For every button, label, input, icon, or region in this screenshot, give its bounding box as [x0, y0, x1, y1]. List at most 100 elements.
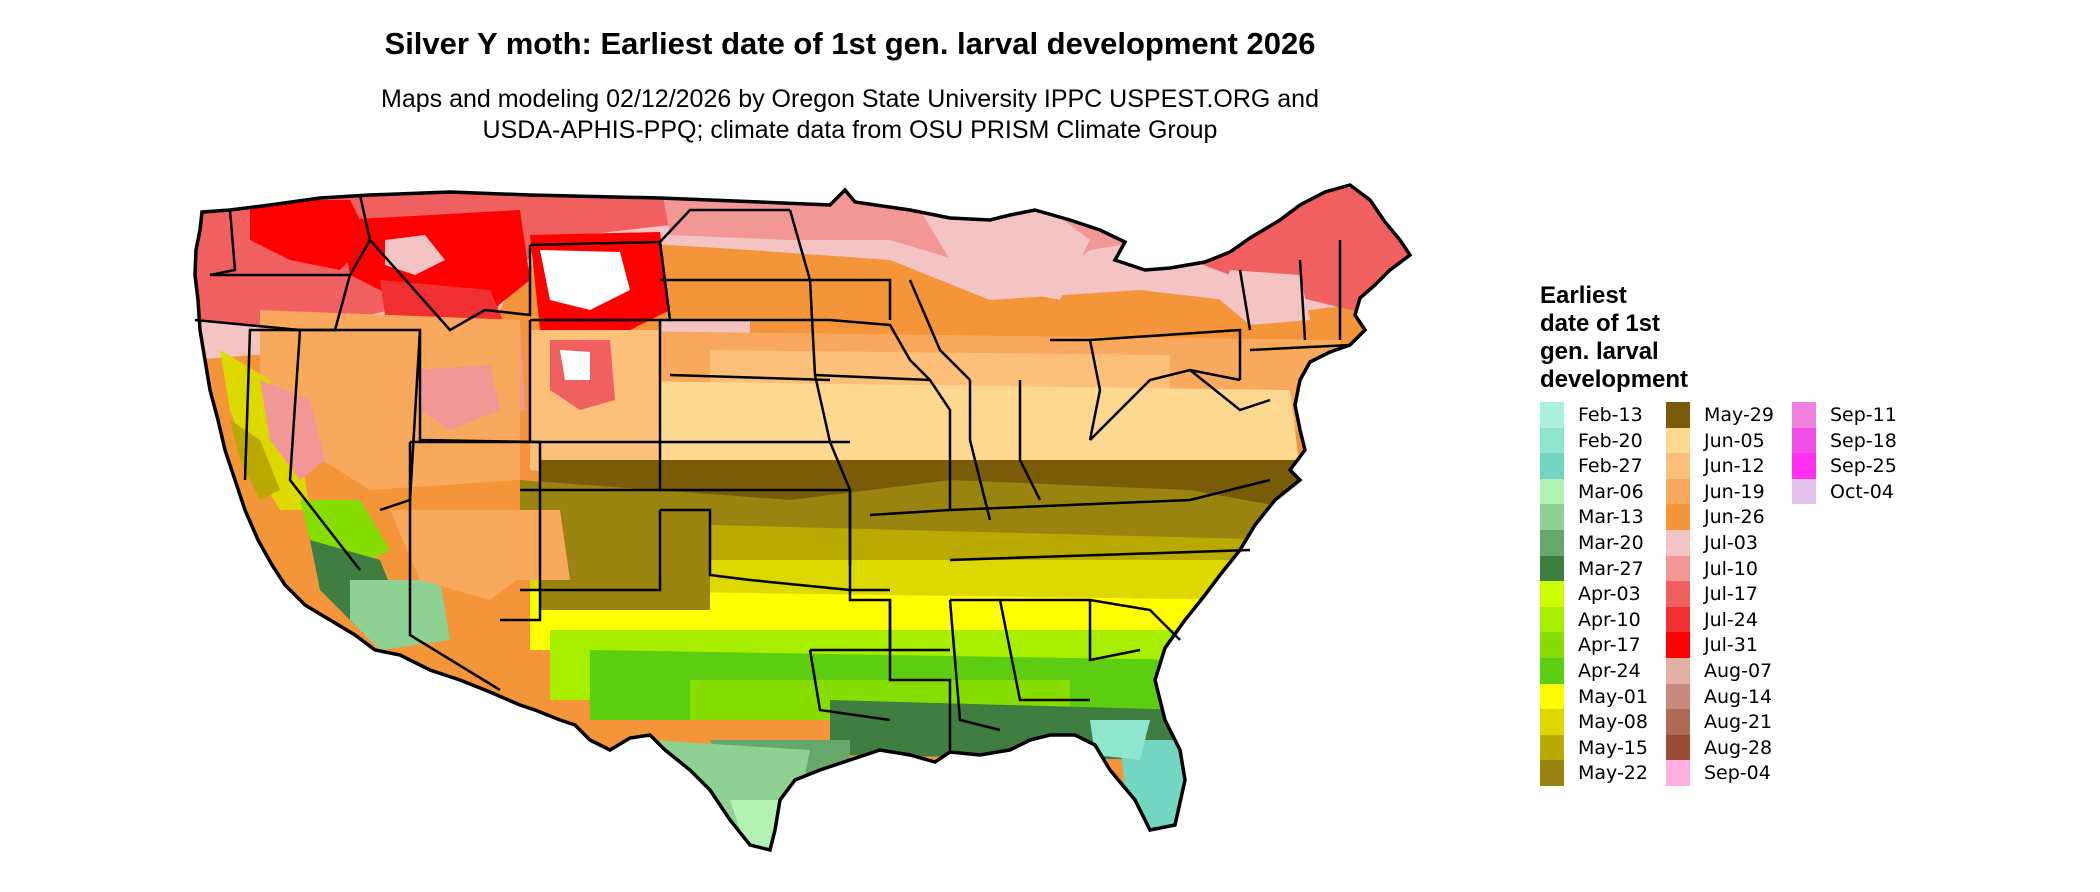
- legend-item: Mar-20: [1540, 529, 1666, 556]
- legend-swatch: [1792, 427, 1816, 454]
- legend-item: Sep-11: [1792, 402, 1918, 428]
- legend-swatch: [1666, 478, 1690, 505]
- legend-label: May-01: [1578, 685, 1648, 708]
- legend-item: Aug-21: [1666, 709, 1792, 735]
- legend-label: Sep-04: [1704, 762, 1771, 785]
- legend-swatch: [1540, 606, 1564, 633]
- legend-swatch: [1666, 453, 1690, 479]
- legend-label: May-08: [1578, 711, 1648, 734]
- legend-swatch: [1666, 606, 1690, 633]
- map-title: Silver Y moth: Earliest date of 1st gen.…: [384, 26, 1316, 61]
- legend-swatch: [1540, 504, 1564, 530]
- legend-label: Apr-10: [1578, 608, 1641, 631]
- legend-item: Feb-13: [1540, 402, 1666, 428]
- legend-label: Aug-28: [1704, 736, 1773, 759]
- legend-item: Oct-04: [1792, 478, 1918, 505]
- legend-swatch: [1666, 555, 1690, 582]
- legend-label: Aug-21: [1704, 711, 1773, 734]
- legend-item: Jun-19: [1666, 478, 1792, 505]
- legend-label: Apr-24: [1578, 659, 1641, 682]
- legend-swatch: [1540, 760, 1564, 786]
- legend-label: Jun-26: [1704, 506, 1765, 529]
- legend-label: Jul-31: [1704, 634, 1758, 657]
- legend-item: Sep-18: [1792, 427, 1918, 454]
- legend-swatch: [1540, 453, 1564, 479]
- legend-label: May-29: [1704, 404, 1774, 426]
- legend-title-line: date of 1st: [1540, 310, 1661, 337]
- legend-column: Feb-13 Feb-20 Feb-27 Mar-06 Mar-13 Mar-20 Mar-…: [1540, 402, 1666, 786]
- legend-label: Jun-05: [1704, 429, 1765, 452]
- legend-swatch: [1540, 581, 1564, 607]
- state-boundaries: [193, 183, 1412, 852]
- legend-item: Jul-03: [1666, 529, 1792, 556]
- legend-item: Sep-25: [1792, 453, 1918, 479]
- legend-label: Apr-03: [1578, 583, 1641, 606]
- legend-item: Jul-31: [1666, 632, 1792, 658]
- legend-label: Sep-25: [1830, 455, 1897, 478]
- legend-item: Aug-07: [1666, 657, 1792, 684]
- legend-item: May-29: [1666, 402, 1792, 428]
- legend-label: Aug-14: [1704, 685, 1773, 708]
- legend-label: May-22: [1578, 762, 1648, 785]
- legend-label: Mar-20: [1578, 531, 1644, 554]
- legend-item: Feb-27: [1540, 453, 1666, 479]
- legend-swatch: [1540, 657, 1564, 684]
- legend-label: Jun-19: [1704, 480, 1765, 503]
- legend-label: Apr-17: [1578, 634, 1641, 657]
- legend-swatch: [1666, 734, 1690, 761]
- legend-swatch: [1540, 632, 1564, 658]
- legend-item: Mar-06: [1540, 478, 1666, 505]
- subtitle-line-1: Maps and modeling 02/12/2026 by Oregon S…: [381, 85, 1319, 113]
- legend-item: Jun-05: [1666, 427, 1792, 454]
- legend-label: Aug-07: [1704, 659, 1773, 682]
- legend-swatch: [1666, 529, 1690, 556]
- legend-item: Apr-17: [1540, 632, 1666, 658]
- legend-swatch: [1540, 402, 1564, 428]
- us-phenology-map: [193, 183, 1412, 852]
- legend-title-line: gen. larval: [1540, 338, 1659, 365]
- legend-label: Mar-06: [1578, 480, 1644, 503]
- legend-swatch: [1666, 402, 1690, 428]
- legend-item: Apr-03: [1540, 581, 1666, 607]
- legend-item: May-22: [1540, 760, 1666, 786]
- legend-label: Jun-12: [1704, 455, 1765, 478]
- legend-swatch: [1666, 683, 1690, 710]
- legend-swatch: [1666, 632, 1690, 658]
- legend-swatch: [1540, 555, 1564, 582]
- legend-item: Jun-26: [1666, 504, 1792, 530]
- legend-swatch: [1540, 709, 1564, 735]
- legend-swatch: [1540, 529, 1564, 556]
- legend-label: Feb-13: [1578, 404, 1643, 426]
- legend-swatch: [1666, 709, 1690, 735]
- legend-label: Feb-27: [1578, 455, 1643, 478]
- map-subtitle: Maps and modeling 02/12/2026 by Oregon S…: [260, 84, 1440, 146]
- date-zones: [195, 185, 1410, 850]
- legend-item: Aug-28: [1666, 734, 1792, 761]
- legend-swatch: [1540, 427, 1564, 454]
- legend-item: Aug-14: [1666, 683, 1792, 710]
- legend-swatch: [1792, 478, 1816, 505]
- legend-item: Jul-17: [1666, 581, 1792, 607]
- legend-title-line: Earliest: [1540, 282, 1627, 309]
- legend-swatch: [1666, 657, 1690, 684]
- legend-swatch: [1666, 504, 1690, 530]
- legend-swatch: [1666, 427, 1690, 454]
- legend-label: Mar-27: [1578, 557, 1644, 580]
- legend-item: Mar-13: [1540, 504, 1666, 530]
- legend-title-line: development: [1540, 366, 1689, 393]
- legend-item: May-08: [1540, 709, 1666, 735]
- legend-item: May-01: [1540, 683, 1666, 710]
- legend-label: Jul-03: [1704, 531, 1758, 554]
- legend-column: Sep-11 Sep-18 Sep-25 Oct-04: [1792, 402, 1918, 505]
- legend-swatch: [1792, 453, 1816, 479]
- legend-label: Mar-13: [1578, 506, 1644, 529]
- legend-swatch: [1540, 734, 1564, 761]
- legend-swatch: [1792, 402, 1816, 428]
- subtitle-line-2: USDA-APHIS-PPQ; climate data from OSU PR…: [482, 116, 1218, 144]
- legend-item: Jun-12: [1666, 453, 1792, 479]
- legend-label: Jul-24: [1704, 608, 1758, 631]
- legend-label: Jul-10: [1704, 557, 1758, 580]
- legend-item: Feb-20: [1540, 427, 1666, 454]
- legend-item: Apr-24: [1540, 657, 1666, 684]
- legend-swatch: [1666, 760, 1690, 786]
